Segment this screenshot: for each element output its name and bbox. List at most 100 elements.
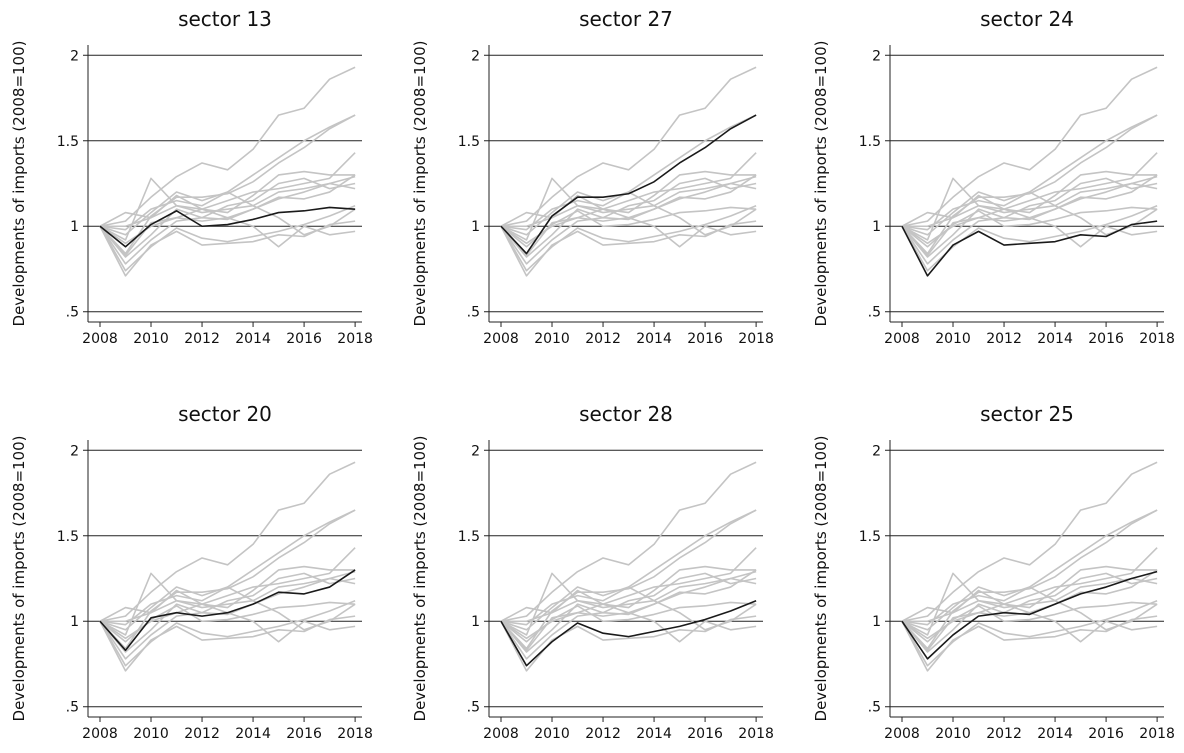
x-tick-label: 2016 <box>286 331 322 347</box>
series-line <box>99 586 356 631</box>
series-line <box>99 174 356 257</box>
series-line <box>500 204 757 272</box>
series-line <box>901 509 1158 650</box>
series-line <box>901 599 1158 667</box>
x-tick-label: 2018 <box>337 331 373 347</box>
series-line <box>500 114 757 236</box>
series-line <box>901 182 1158 228</box>
series-line <box>99 206 356 248</box>
y-tick-label: 2 <box>872 443 881 459</box>
series-line <box>500 191 757 236</box>
x-tick-label: 2014 <box>636 331 672 347</box>
series-line <box>500 615 757 672</box>
x-tick-label: 2018 <box>738 726 774 742</box>
panel-title: sector 20 <box>178 402 272 426</box>
x-tick-label: 2010 <box>935 726 971 742</box>
x-tick-label: 2016 <box>1088 331 1124 347</box>
panel: sector 25 Developments of imports (2008=1… <box>812 402 1175 742</box>
x-tick-label: 2014 <box>235 726 271 742</box>
x-tick-label: 2008 <box>483 726 519 742</box>
series-line <box>901 586 1158 631</box>
series-line <box>500 577 757 623</box>
panel: sector 24 Developments of imports (2008=1… <box>812 7 1175 347</box>
y-axis-label: Developments of imports (2008=100) <box>411 41 429 327</box>
x-tick-label: 2012 <box>585 726 621 742</box>
series-line <box>99 175 356 265</box>
series-line <box>99 66 356 228</box>
x-tick-label: 2010 <box>133 726 169 742</box>
series-line <box>901 601 1158 643</box>
y-tick-label: 1 <box>70 219 79 235</box>
series-line <box>99 601 356 643</box>
y-tick-label: .5 <box>467 700 480 716</box>
series-line <box>99 461 356 623</box>
x-tick-label: 2016 <box>1088 726 1124 742</box>
series-line <box>901 66 1158 228</box>
x-tick-label: 2012 <box>184 331 220 347</box>
series-line <box>901 461 1158 623</box>
x-tick-label: 2018 <box>738 331 774 347</box>
series-line <box>99 577 356 623</box>
series-line <box>99 615 356 672</box>
y-tick-label: 1 <box>872 614 881 630</box>
series-line <box>901 206 1158 248</box>
series-line <box>901 220 1158 277</box>
panel: sector 20 Developments of imports (2008=1… <box>10 402 373 742</box>
y-tick-label: .5 <box>66 700 79 716</box>
y-tick-label: 2 <box>471 443 480 459</box>
x-tick-label: 2014 <box>235 331 271 347</box>
x-tick-label: 2012 <box>986 331 1022 347</box>
series-line <box>500 220 757 277</box>
x-tick-label: 2018 <box>1139 726 1175 742</box>
series-line <box>901 175 1158 265</box>
series-line <box>99 599 356 667</box>
y-tick-label: .5 <box>467 305 480 321</box>
x-tick-label: 2012 <box>184 726 220 742</box>
x-tick-label: 2018 <box>337 726 373 742</box>
y-tick-label: .5 <box>868 700 881 716</box>
x-tick-label: 2014 <box>1037 726 1073 742</box>
x-tick-label: 2016 <box>687 726 723 742</box>
x-tick-label: 2018 <box>1139 331 1175 347</box>
series-line <box>99 182 356 228</box>
y-tick-label: 1.5 <box>859 529 881 545</box>
panel: sector 28 Developments of imports (2008=1… <box>411 402 774 742</box>
series-line <box>99 204 356 272</box>
series-line <box>901 509 1158 631</box>
y-tick-label: 1.5 <box>57 529 79 545</box>
x-tick-label: 2008 <box>483 331 519 347</box>
series-line <box>901 577 1158 623</box>
series-line <box>901 569 1158 652</box>
series-line <box>901 114 1158 236</box>
series-line <box>99 191 356 236</box>
series-line <box>500 175 757 265</box>
series-line <box>500 601 757 643</box>
series-line <box>99 569 356 652</box>
series-line <box>500 461 757 623</box>
panel-title: sector 25 <box>980 402 1074 426</box>
series-line <box>500 599 757 667</box>
series-line <box>500 66 757 228</box>
series-line <box>901 570 1158 660</box>
panel-title: sector 28 <box>579 402 673 426</box>
x-tick-label: 2016 <box>687 331 723 347</box>
y-axis-label: Developments of imports (2008=100) <box>812 436 830 722</box>
x-tick-label: 2010 <box>133 331 169 347</box>
x-tick-label: 2016 <box>286 726 322 742</box>
series-line <box>99 570 356 660</box>
series-line <box>500 570 757 660</box>
y-tick-label: 1.5 <box>458 134 480 150</box>
panel-title: sector 24 <box>980 7 1074 31</box>
series-line <box>99 114 356 236</box>
y-tick-label: 1 <box>471 219 480 235</box>
series-line <box>500 114 757 255</box>
series-line <box>901 114 1158 255</box>
series-line <box>500 509 757 650</box>
panel-title: sector 27 <box>579 7 673 31</box>
y-axis-label: Developments of imports (2008=100) <box>10 436 28 722</box>
series-line <box>99 509 356 650</box>
series-line <box>500 509 757 631</box>
y-tick-label: 1.5 <box>57 134 79 150</box>
